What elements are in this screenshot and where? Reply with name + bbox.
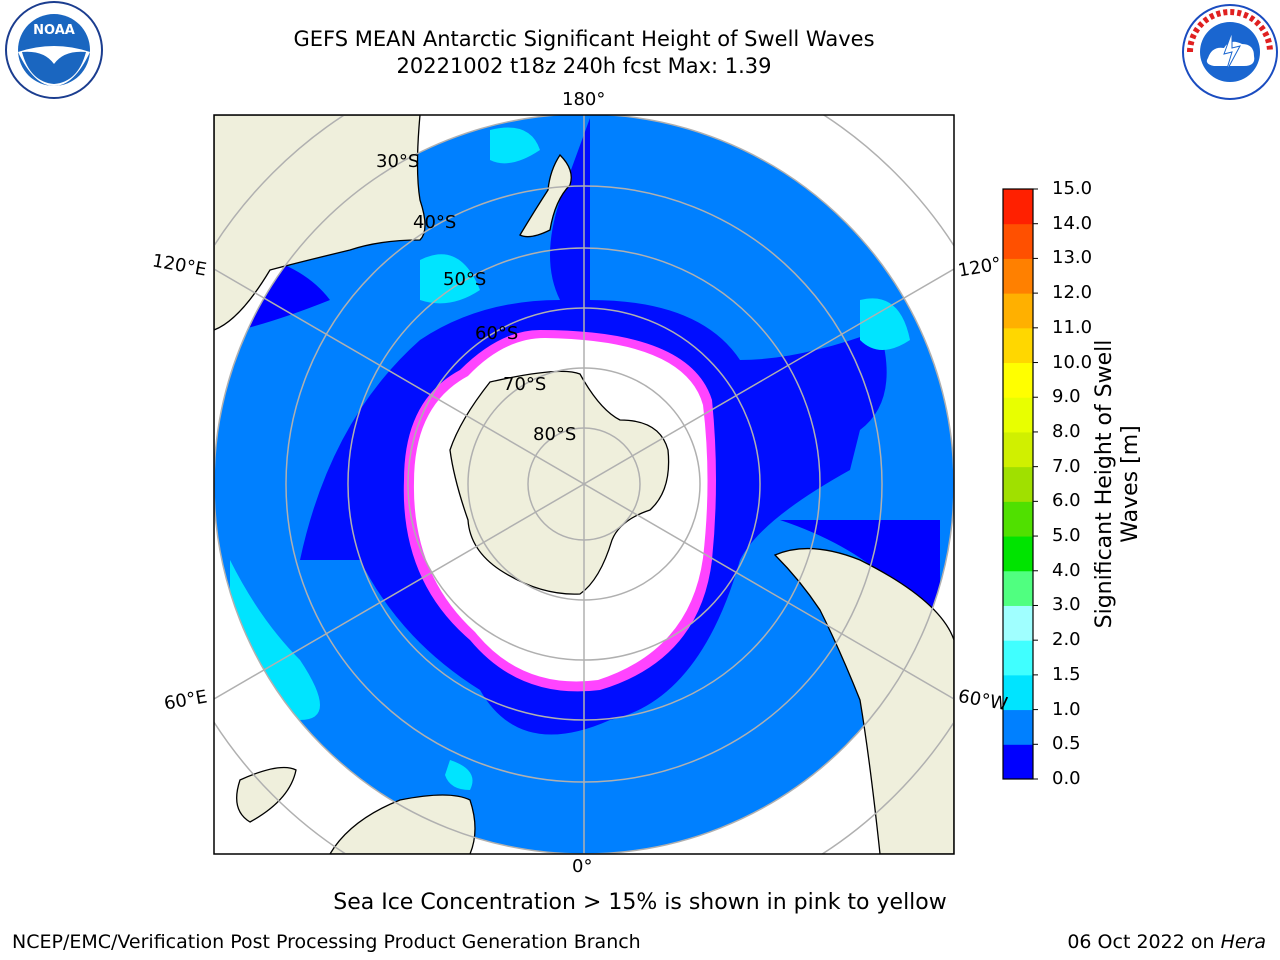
south-america-landmass [773, 547, 954, 854]
colorbar-segment [1003, 223, 1033, 259]
gridlines [214, 115, 954, 854]
colorbar-tick-label: 12.0 [1052, 282, 1093, 304]
colorbar-segment [1003, 189, 1033, 225]
lon-label-bottom: 0° [572, 856, 593, 877]
colorbar-segment [1003, 362, 1033, 398]
colorbar-segment [1003, 397, 1033, 433]
colorbar-tick-label: 11.0 [1052, 316, 1093, 338]
madagascar-landmass [236, 766, 297, 823]
colorbar-segment [1003, 536, 1033, 572]
nws-logo-icon [1182, 4, 1278, 100]
colorbar-tick-label: 1.0 [1052, 698, 1081, 720]
colorbar-tick-label: 10.0 [1052, 351, 1093, 373]
colorbar-segment [1003, 674, 1033, 711]
svg-text:NOAA: NOAA [33, 23, 75, 38]
colorbar-tick-label: 1.5 [1052, 663, 1081, 685]
colorbar-segment [1003, 431, 1033, 468]
colorbar-segment [1003, 258, 1033, 294]
colorbar-tick-label: 15.0 [1052, 178, 1093, 199]
sea-ice-note: Sea Ice Concentration > 15% is shown in … [333, 890, 947, 915]
lon-label-top: 180° [562, 89, 606, 110]
africa-landmass [329, 794, 476, 854]
colorbar-tick-label: 7.0 [1052, 455, 1081, 477]
lat-label-80: 80°S [533, 424, 577, 445]
colorbar-segment [1003, 466, 1033, 502]
colorbar-segment [1003, 744, 1033, 780]
chart-title: GEFS MEAN Antarctic Significant Height o… [293, 27, 875, 51]
colorbar [1003, 188, 1038, 780]
map-frame [213, 114, 955, 855]
colorbar-tick-label: 2.0 [1052, 629, 1081, 651]
colorbar-tick-label: 4.0 [1052, 559, 1081, 581]
colorbar-segment [1003, 327, 1033, 364]
colorbar-frame [1002, 188, 1034, 780]
lat-label-60: 60°S [475, 323, 519, 344]
colorbar-tick-label: 0.5 [1052, 733, 1081, 755]
colorbar-tick-label: 3.0 [1052, 594, 1081, 616]
new-zealand-landmass [519, 153, 572, 238]
colorbar-segment [1003, 709, 1033, 745]
chart-subtitle: 20221002 t18z 240h fcst Max: 1.39 [396, 54, 772, 78]
colorbar-tick-label: 0.0 [1052, 768, 1081, 789]
colorbar-tick-label: 5.0 [1052, 525, 1081, 547]
footer-date: 06 Oct 2022 on Hera [1067, 931, 1266, 953]
noaa-logo-icon: NOAA [5, 1, 103, 99]
lat-label-50: 50°S [443, 269, 487, 290]
colorbar-tick-label: 8.0 [1052, 420, 1081, 442]
antarctica-landmass [449, 370, 670, 595]
lat-label-40: 40°S [413, 212, 457, 233]
colorbar-tick-label: 13.0 [1052, 247, 1093, 269]
australia-landmass [214, 115, 426, 331]
colorbar-tick-label: 14.0 [1052, 212, 1093, 234]
colorbar-segment [1003, 570, 1033, 606]
colorbar-label: Significant Height of Swell Waves [m] [1092, 339, 1143, 629]
lat-label-70: 70°S [503, 374, 547, 395]
colorbar-tick-label: 9.0 [1052, 386, 1081, 408]
colorbar-segment [1003, 293, 1033, 329]
colorbar-segment [1003, 640, 1033, 676]
lat-label-30: 30°S [376, 151, 420, 172]
colorbar-segment [1003, 501, 1033, 537]
footer-credit: NCEP/EMC/Verification Post Processing Pr… [12, 931, 641, 953]
colorbar-tick-label: 6.0 [1052, 490, 1081, 512]
colorbar-segment [1003, 605, 1033, 641]
